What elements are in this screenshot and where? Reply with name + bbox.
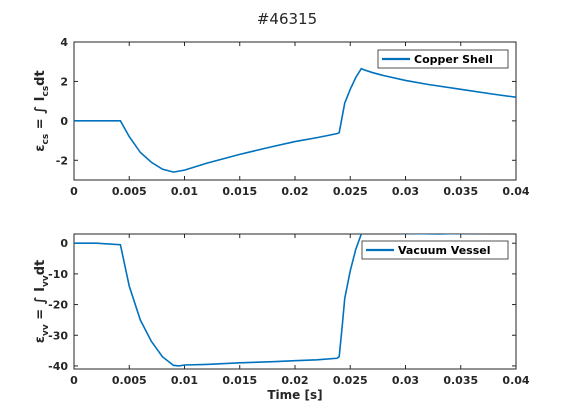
y-tick-label: -10 [48, 268, 68, 281]
figure-title: #46315 [257, 10, 317, 28]
x-tick-label: 0.025 [333, 374, 368, 387]
y-tick-label: -30 [48, 329, 68, 342]
x-tick-label: 0 [70, 185, 78, 198]
y-tick-label: 4 [60, 36, 68, 49]
x-tick-label: 0.005 [112, 374, 147, 387]
y-tick-label: 0 [60, 237, 68, 250]
x-tick-label: 0.005 [112, 185, 147, 198]
x-tick-label: 0.025 [333, 185, 368, 198]
x-tick-label: 0.01 [171, 185, 198, 198]
legend-box [361, 240, 509, 260]
x-tick-label: 0.015 [222, 185, 257, 198]
y-tick-label: 2 [60, 75, 68, 88]
y-tick-label: -40 [48, 360, 68, 373]
y-axis-label: εvv = ∫ Ivvdt [33, 260, 51, 344]
vacuum-vessel-panel: 0 0.005 0.01 0.015 0.02 0.025 0.03 0.035 0.04 -40… [33, 233, 530, 402]
x-tick-label: 0.03 [392, 185, 419, 198]
x-tick-label: 0 [70, 374, 78, 387]
legend-box [377, 49, 509, 69]
y-axis-label: εcs = ∫ Icsdt [33, 70, 51, 151]
x-tick-label: 0.035 [443, 374, 478, 387]
series-line-copper-shell [74, 67, 516, 173]
x-tick-label: 0.03 [392, 374, 419, 387]
x-tick-label: 0.04 [502, 185, 529, 198]
y-tick-label: -20 [48, 299, 68, 312]
x-tick-label: 0.035 [443, 185, 478, 198]
legend-label: Vacuum Vessel [398, 244, 491, 257]
copper-shell-panel: 0 0.005 0.01 0.015 0.02 0.025 0.03 0.035 0.04 -2 0… [33, 36, 530, 198]
x-tick-label: 0.02 [281, 185, 308, 198]
x-tick-label: 0.01 [171, 374, 198, 387]
x-axis-label: Time [s] [267, 388, 322, 402]
legend-label: Copper Shell [414, 53, 493, 66]
x-tick-label: 0.04 [502, 374, 529, 387]
series-line-vacuum-vessel [74, 234, 495, 367]
x-tick-label: 0.02 [281, 374, 308, 387]
y-tick-label: 0 [60, 115, 68, 128]
x-tick-label: 0.015 [222, 374, 257, 387]
y-tick-label: -2 [56, 154, 68, 167]
